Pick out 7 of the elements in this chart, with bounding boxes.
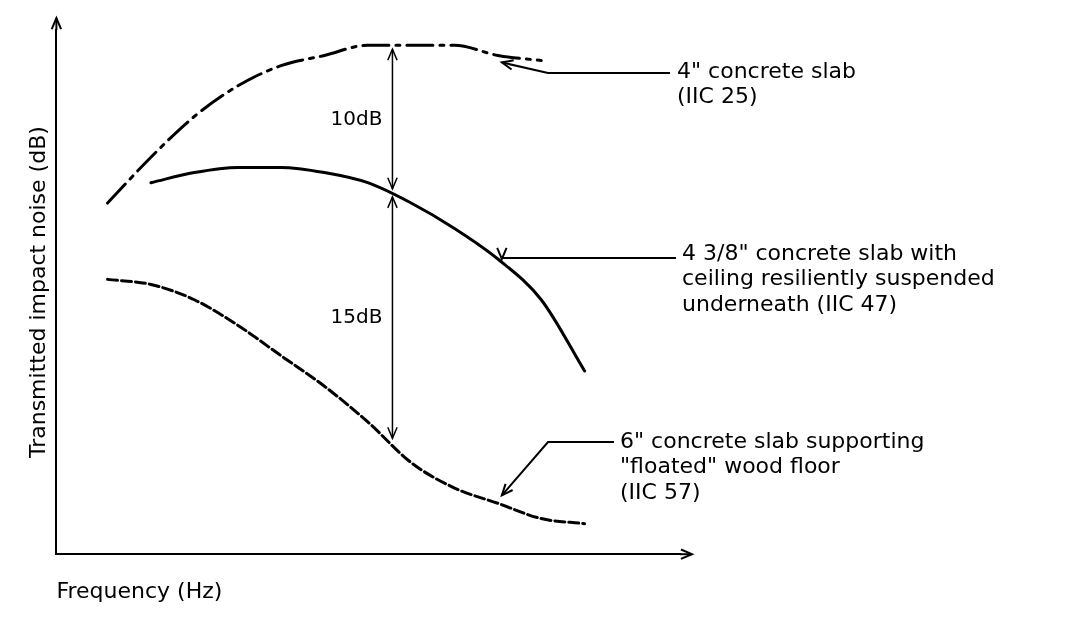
text: 4 3/8" concrete slab with ceiling resiliently suspended underneath (IIC 47): [682, 240, 995, 316]
annotation: 10dB: [330, 105, 383, 130]
annotation: 15dB: [330, 304, 383, 329]
x-axis-title: Frequency (Hz): [56, 577, 223, 603]
series-label: 6" concrete slab supporting "floated" wood floor (IIC 57): [620, 428, 925, 504]
y-axis-title: Transmitted impact noise (dB): [24, 126, 50, 460]
text: 4" concrete slab (IIC 25): [677, 58, 856, 109]
